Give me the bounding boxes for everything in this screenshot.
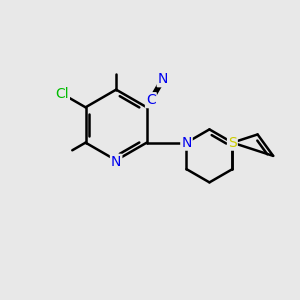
Text: N: N (181, 136, 192, 150)
Text: Cl: Cl (55, 87, 69, 101)
Text: S: S (228, 136, 237, 150)
Text: N: N (111, 155, 121, 169)
Text: C: C (146, 93, 156, 107)
Text: N: N (158, 72, 168, 86)
